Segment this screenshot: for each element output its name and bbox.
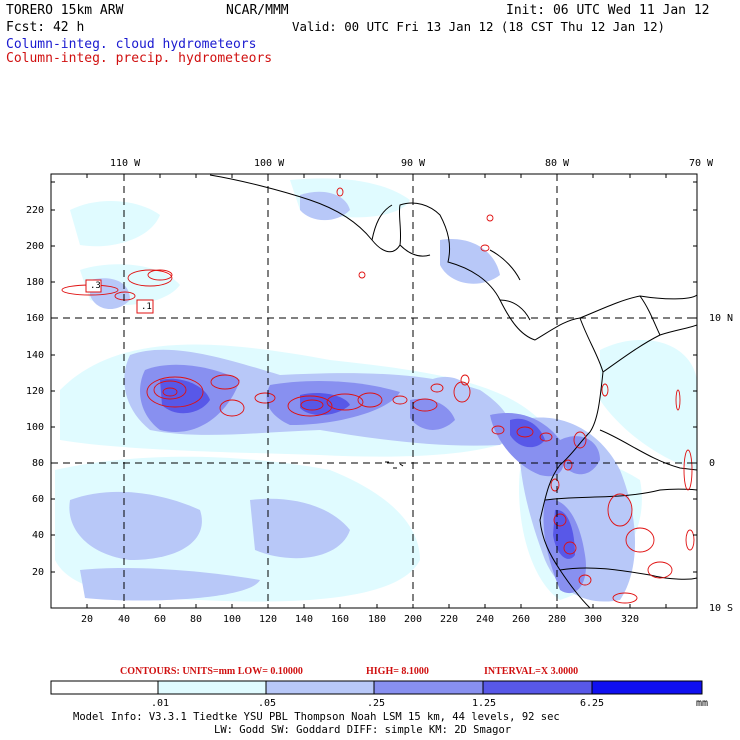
- lat-label-0: 0: [709, 458, 716, 469]
- lat-label-10s: 10 S: [709, 603, 734, 614]
- y-tick: 160: [26, 313, 45, 324]
- y-tick: 60: [32, 494, 45, 505]
- x-tick: 100: [223, 614, 242, 625]
- x-tick: 120: [259, 614, 278, 625]
- x-tick: 80: [190, 614, 203, 625]
- tick-marks: [51, 174, 697, 608]
- colorbar-bin-1: [157, 680, 267, 695]
- hydrometeor-shading: [55, 178, 697, 602]
- contour-interval: INTERVAL=X 3.0000: [484, 666, 579, 677]
- colorbar-label: .05: [258, 698, 277, 709]
- colorbar-units: mm: [696, 698, 709, 709]
- lon-label-100w: 100 W: [254, 158, 285, 169]
- x-tick: 20: [81, 614, 94, 625]
- colorbar-label: .01: [151, 698, 170, 709]
- y-tick: 120: [26, 386, 45, 397]
- lon-label-110w: 110 W: [110, 158, 141, 169]
- x-tick: 220: [440, 614, 459, 625]
- colorbar-label: 6.25: [580, 698, 605, 709]
- y-tick: 200: [26, 241, 45, 252]
- lat-lon-grid: [51, 174, 697, 608]
- x-tick: 260: [512, 614, 531, 625]
- y-tick: 180: [26, 277, 45, 288]
- colorbar: [50, 680, 703, 695]
- lon-label-90w: 90 W: [401, 158, 426, 169]
- y-tick: 40: [32, 530, 45, 541]
- y-tick: 20: [32, 567, 45, 578]
- y-tick: 100: [26, 422, 45, 433]
- contour-label-boxes: [85, 279, 154, 314]
- colorbar-label: .25: [367, 698, 386, 709]
- model-title: TORERO 15km ARW: [6, 3, 124, 18]
- init-time: Init: 06 UTC Wed 11 Jan 12: [506, 3, 710, 18]
- x-tick: 60: [154, 614, 167, 625]
- colorbar-bin-0: [50, 680, 159, 695]
- colorbar-bin-2: [265, 680, 375, 695]
- x-tick: 160: [331, 614, 350, 625]
- x-tick: 240: [476, 614, 495, 625]
- y-tick: 80: [32, 458, 45, 469]
- lat-label-10n: 10 N: [709, 313, 734, 324]
- valid-time: Valid: 00 UTC Fri 13 Jan 12 (18 CST Thu …: [292, 19, 665, 34]
- lon-label-80w: 80 W: [545, 158, 570, 169]
- y-tick: 140: [26, 350, 45, 361]
- precip-field-title: Column-integ. precip. hydrometeors: [6, 51, 273, 66]
- org-label: NCAR/MMM: [226, 3, 289, 18]
- contour-high: HIGH= 8.1000: [366, 666, 429, 677]
- forecast-hour: Fcst: 42 h: [6, 20, 85, 35]
- x-tick: 180: [368, 614, 387, 625]
- model-info-line2: LW: Godd SW: Goddard DIFF: simple KM: 2D…: [214, 724, 512, 736]
- contour-units: CONTOURS: UNITS=mm LOW= 0.10000: [120, 666, 303, 677]
- colorbar-label: 1.25: [472, 698, 497, 709]
- y-tick: 220: [26, 205, 45, 216]
- contour-label-3: .3: [90, 281, 101, 291]
- cloud-field-title: Column-integ. cloud hydrometeors: [6, 37, 257, 52]
- x-tick: 320: [621, 614, 640, 625]
- colorbar-bin-3: [373, 680, 484, 695]
- colorbar-bin-5: [591, 680, 703, 695]
- x-tick: 40: [118, 614, 131, 625]
- x-tick: 280: [548, 614, 567, 625]
- x-tick: 300: [584, 614, 603, 625]
- coastlines: [209, 174, 697, 608]
- model-info-line1: Model Info: V3.3.1 Tiedtke YSU PBL Thomp…: [73, 711, 560, 723]
- lon-label-70w: 70 W: [689, 158, 714, 169]
- contour-label-1: .1: [141, 302, 152, 312]
- colorbar-bin-4: [482, 680, 593, 695]
- x-tick: 200: [404, 614, 423, 625]
- x-tick: 140: [295, 614, 314, 625]
